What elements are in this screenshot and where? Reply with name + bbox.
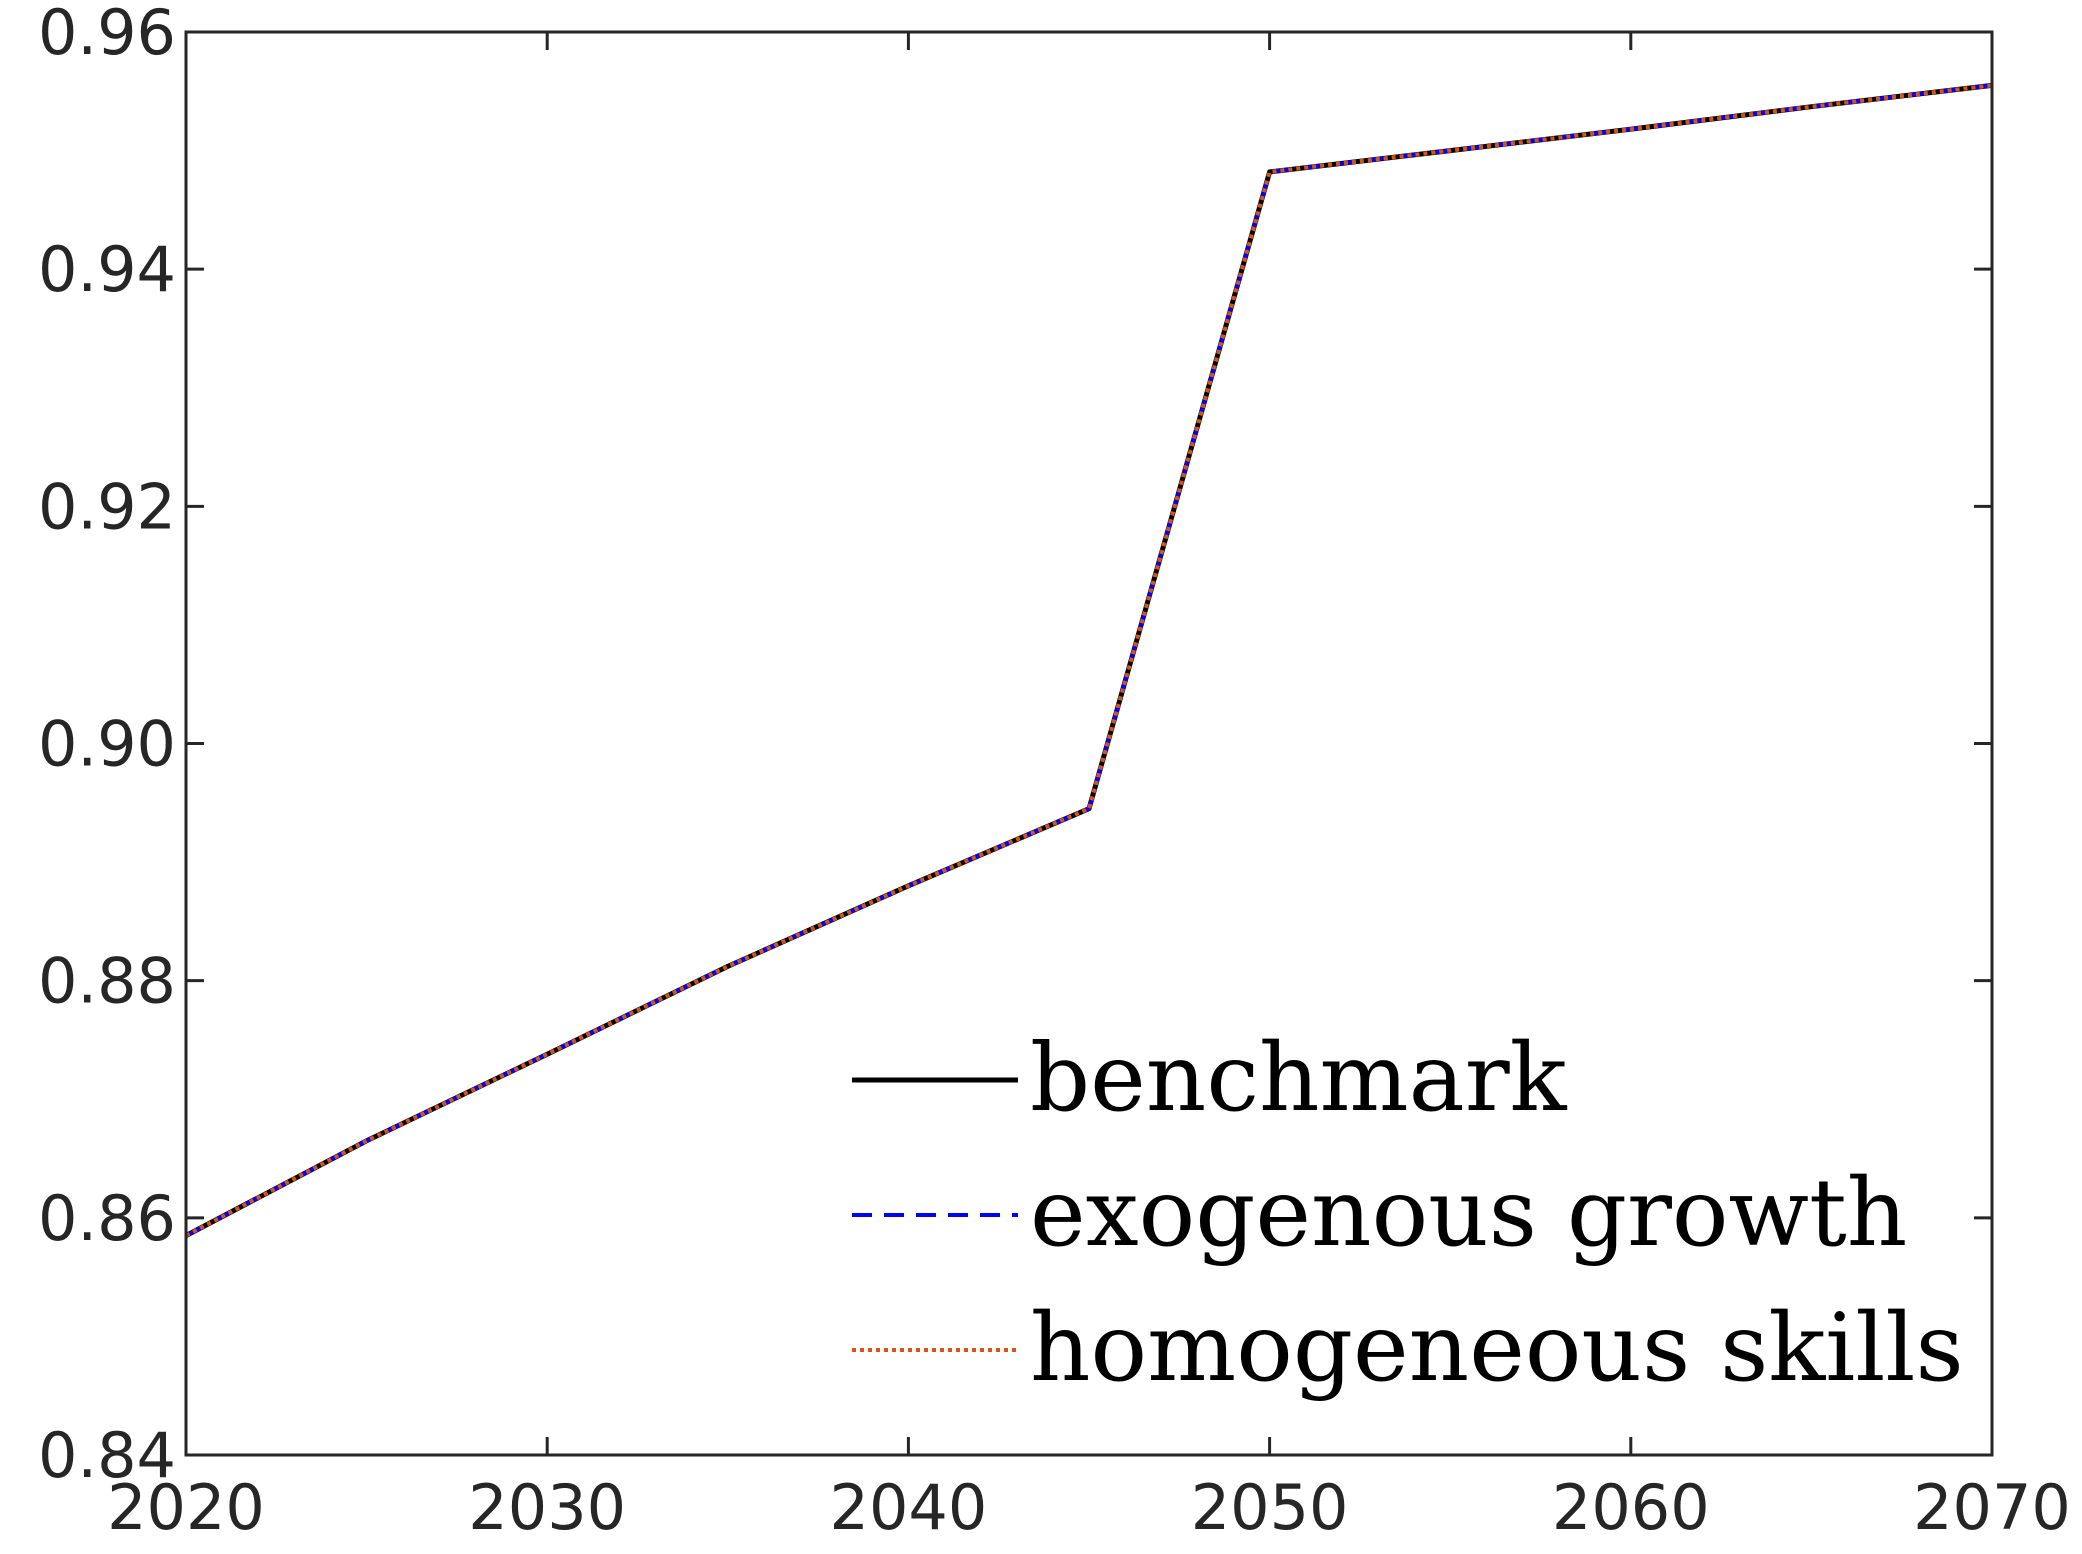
x-tick-label: 2050 (1191, 1471, 1349, 1544)
plot-area-frame (184, 30, 1994, 1457)
y-tick-label: 0.90 (38, 708, 176, 781)
y-tick-label: 0.92 (38, 470, 176, 543)
legend: benchmark exogenous growth homogeneous ski… (852, 1024, 1964, 1403)
x-axis-tick-labels: 2020 2030 2040 2050 2060 2070 (107, 1471, 2071, 1544)
y-tick-label: 0.94 (38, 233, 176, 306)
x-tick-label: 2070 (1913, 1471, 2071, 1544)
y-axis-tick-labels: 0.84 0.86 0.88 0.90 0.92 0.94 0.96 (38, 0, 176, 1492)
x-tick-label: 2030 (468, 1471, 626, 1544)
y-tick-label: 0.86 (38, 1182, 176, 1255)
y-tick-label: 0.84 (38, 1419, 176, 1492)
x-tick-label: 2060 (1552, 1471, 1710, 1544)
series-layer (184, 82, 1993, 1238)
x-tick-label: 2040 (830, 1471, 988, 1544)
x-tick-label: 2020 (107, 1471, 265, 1544)
y-tick-label: 0.96 (38, 0, 176, 69)
y-tick-label: 0.88 (38, 945, 176, 1018)
series-line-homogeneous-skills (185, 83, 1993, 1238)
legend-label-homogeneous-skills: homogeneous skills (1030, 1294, 1964, 1403)
legend-label-benchmark: benchmark (1030, 1024, 1568, 1133)
legend-label-exogenous-growth: exogenous growth (1030, 1159, 1907, 1268)
